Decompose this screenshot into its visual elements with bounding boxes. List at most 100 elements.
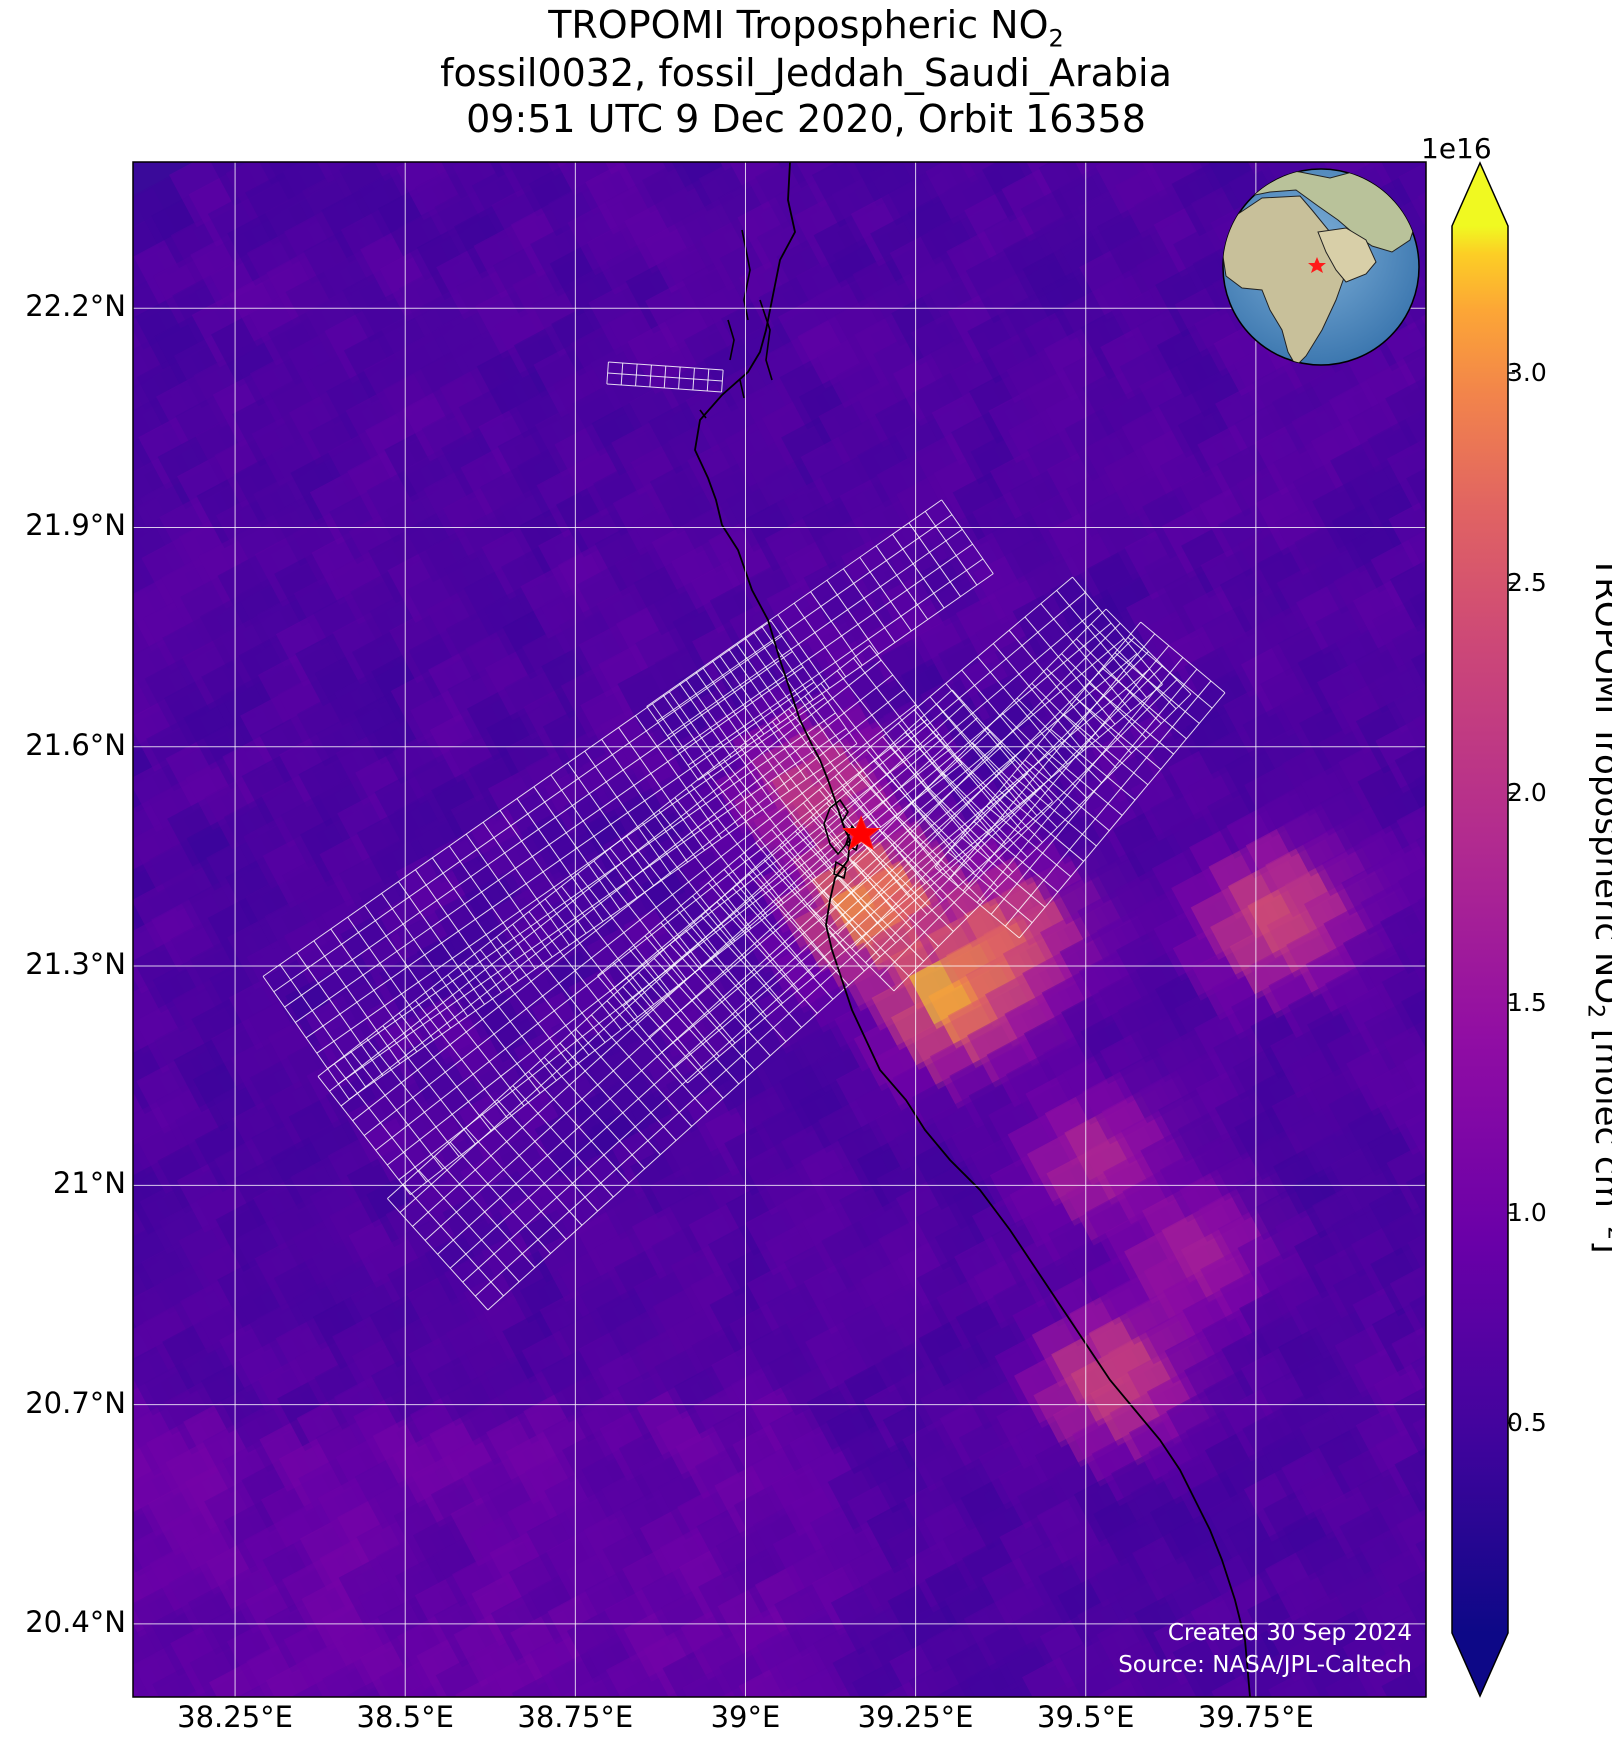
no2-pixel xyxy=(1410,1355,1426,1393)
lat-tick-label: 21.9°N xyxy=(25,508,126,543)
no2-pixel xyxy=(1407,1232,1426,1278)
colorbar-extend-top xyxy=(1452,163,1508,226)
no2-pixel xyxy=(1399,1631,1426,1696)
no2-pixel xyxy=(1394,1447,1426,1517)
no2-pixel xyxy=(564,52,687,155)
no2-pixel xyxy=(621,50,744,153)
no2-pixel xyxy=(1419,253,1426,270)
no2-pixel xyxy=(9,491,132,594)
colorbar-tick-label: 2.0 xyxy=(1507,778,1547,807)
no2-pixel xyxy=(1383,1696,1506,1752)
colorbar-label-sub: 2 xyxy=(1582,1004,1608,1019)
no2-pixel xyxy=(1018,37,1141,140)
no2-pixel xyxy=(133,1307,134,1309)
no2-pixel xyxy=(133,1479,138,1492)
no2-pixel xyxy=(1409,590,1426,631)
footprint-swath xyxy=(597,576,1163,1084)
footprint-swath xyxy=(808,608,1192,992)
no2-pixel xyxy=(60,1717,183,1752)
title-text: TROPOMI Tropospheric NO xyxy=(548,3,1049,47)
colorbar-tick-label: 2.5 xyxy=(1507,568,1547,597)
no2-pixel xyxy=(133,603,134,605)
no2-pixel xyxy=(1391,621,1426,693)
no2-pixel xyxy=(950,162,955,164)
lon-tick-label: 39.25°E xyxy=(857,1700,974,1734)
no2-pixel xyxy=(605,162,635,175)
no2-pixel xyxy=(508,53,631,156)
title-subscript: 2 xyxy=(1048,24,1064,53)
colorbar-tick-label: 1.5 xyxy=(1507,988,1547,1017)
no2-pixel xyxy=(1393,682,1426,753)
no2-pixel xyxy=(1403,345,1426,401)
inset-globe xyxy=(1222,168,1420,366)
no2-pixel xyxy=(1396,804,1426,874)
no2-pixel xyxy=(1390,560,1426,632)
no2-pixel xyxy=(5,1075,128,1178)
lat-tick-label: 20.4°N xyxy=(25,1604,126,1639)
no2-pixel xyxy=(1190,162,1225,177)
colorbar-label-sup: −2 xyxy=(1602,1207,1612,1241)
lat-tick-label: 22.2°N xyxy=(25,289,126,324)
no2-pixel xyxy=(1404,1110,1426,1163)
no2-pixel xyxy=(133,832,140,849)
map-title-line2: fossil0032, fossil_Jeddah_Saudi_Arabia xyxy=(440,51,1172,95)
no2-pixel xyxy=(1414,773,1426,803)
no2-pixel xyxy=(133,660,135,666)
no2-pixel xyxy=(394,57,517,160)
arabia-landmass xyxy=(1317,227,1377,283)
no2-pixel xyxy=(8,1195,131,1298)
no2-pixel xyxy=(1418,1660,1426,1679)
no2-pixel xyxy=(1412,712,1426,745)
no2-pixel xyxy=(1305,162,1331,173)
colorbar-label-end: ] xyxy=(1587,1240,1612,1253)
no2-pixel xyxy=(21,1678,144,1752)
no2-pixel xyxy=(1394,743,1426,813)
no2-pixel xyxy=(1409,1294,1426,1335)
no2-pixel xyxy=(1094,55,1217,158)
site-star-marker xyxy=(841,815,881,851)
footprint-swath xyxy=(934,621,1226,939)
no2-pixel xyxy=(1420,314,1426,327)
no2-pixel xyxy=(961,39,1084,142)
no2-pixel xyxy=(1397,865,1426,934)
no2-pixel xyxy=(547,162,582,176)
no2-pixel xyxy=(1401,988,1426,1049)
lat-tick-label: 21.6°N xyxy=(25,727,126,762)
africa-landmass xyxy=(1223,195,1347,365)
no2-pixel xyxy=(1389,1264,1426,1336)
no2-pixel xyxy=(1399,927,1426,992)
no2-pixel xyxy=(1419,956,1426,974)
no2-pixel xyxy=(4,1015,127,1118)
no2-pixel xyxy=(1346,1717,1469,1752)
lon-tick-label: 38.5°E xyxy=(356,1700,454,1734)
lon-tick-label: 38.25°E xyxy=(177,1700,294,1734)
colorbar-outline xyxy=(1451,161,1509,1698)
no2-pixel xyxy=(451,55,574,158)
no2-pixel xyxy=(1392,1386,1426,1457)
lat-tick-label: 21°N xyxy=(52,1166,126,1201)
footprint-swath xyxy=(317,645,963,1195)
no2-pixel xyxy=(1413,1477,1426,1507)
no2-pixel xyxy=(1407,528,1426,573)
no2-pixel xyxy=(1207,52,1330,155)
no2-pixel xyxy=(980,59,1103,162)
no2-pixel xyxy=(791,45,914,148)
footprint-grid-layer xyxy=(262,361,1226,1311)
colorbar-tick-label: 0.5 xyxy=(1507,1408,1547,1437)
no2-pixel xyxy=(133,1004,145,1033)
no2-pixel xyxy=(133,356,147,390)
colorbar-tick-label: 1.0 xyxy=(1507,1198,1547,1227)
footprint-swath xyxy=(646,499,994,781)
colorbar-label: TROPOMI Tropospheric NO2 [molec cm−2] xyxy=(1582,556,1612,1253)
map-title-line3: 09:51 UTC 9 Dec 2020, Orbit 16358 xyxy=(466,97,1146,141)
no2-pixel xyxy=(4,310,127,413)
no2-pixel xyxy=(1415,1538,1426,1564)
no2-pixel xyxy=(133,1061,147,1094)
no2-pixel xyxy=(1422,1079,1426,1089)
credit-line2: Source: NASA/JPL-Caltech xyxy=(1118,1652,1412,1678)
credit-line1: Created 30 Sep 2024 xyxy=(1167,1620,1412,1646)
footprint-swath xyxy=(262,620,858,1100)
coastline xyxy=(694,162,1251,1697)
no2-pixel xyxy=(41,1697,164,1752)
